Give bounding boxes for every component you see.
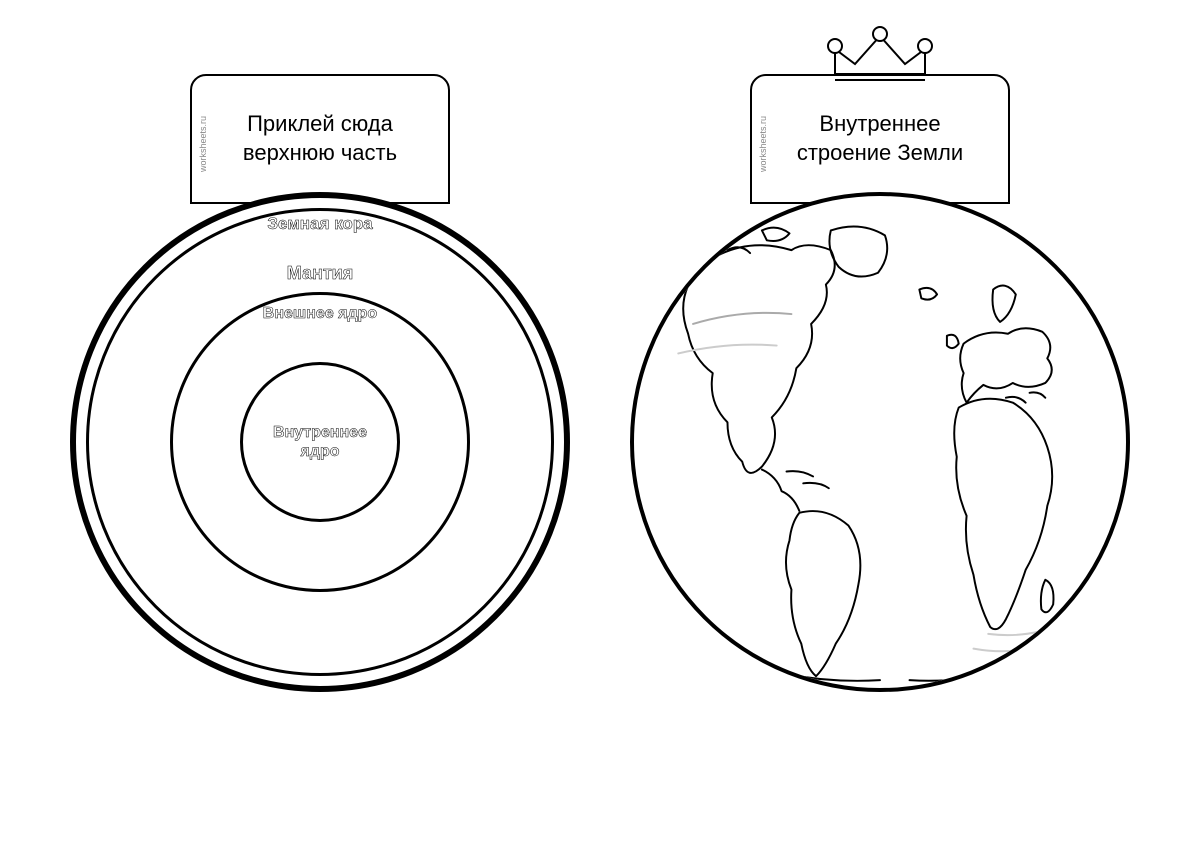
watermark-right: worksheets.ru — [758, 116, 768, 172]
outer-core-label: Внешнее ядро — [263, 305, 377, 323]
globe-wrap — [630, 192, 1130, 692]
inner-core-ring: Внутреннее ядро — [240, 362, 400, 522]
mantle-label: Мантия — [287, 263, 353, 284]
right-tab-line1: Внутреннее — [819, 110, 940, 139]
inner-core-label-line2: ядро — [300, 443, 339, 460]
layers-diagram: Земная кора Мантия Внешнее ядро Внутренн… — [70, 192, 570, 692]
left-tab-line1: Приклей сюда — [247, 110, 393, 139]
inner-core-label: Внутреннее ядро — [273, 423, 367, 461]
left-tab-line2: верхнюю часть — [243, 139, 397, 168]
crust-label: Земная кора — [267, 214, 372, 234]
watermark-left: worksheets.ru — [198, 116, 208, 172]
earth-layers-panel: worksheets.ru Приклей сюда верхнюю часть… — [60, 74, 580, 774]
right-tab: worksheets.ru Внутреннее строение Земли — [750, 74, 1010, 204]
globe-panel: worksheets.ru Внутреннее строение Земли — [620, 74, 1140, 774]
crown-icon — [825, 24, 935, 84]
globe-circle — [630, 192, 1130, 692]
continents-outline — [634, 196, 1126, 688]
left-tab: worksheets.ru Приклей сюда верхнюю часть — [190, 74, 450, 204]
inner-core-label-line1: Внутреннее — [273, 424, 367, 441]
right-tab-line2: строение Земли — [797, 139, 963, 168]
worksheet-container: worksheets.ru Приклей сюда верхнюю часть… — [0, 0, 1200, 848]
